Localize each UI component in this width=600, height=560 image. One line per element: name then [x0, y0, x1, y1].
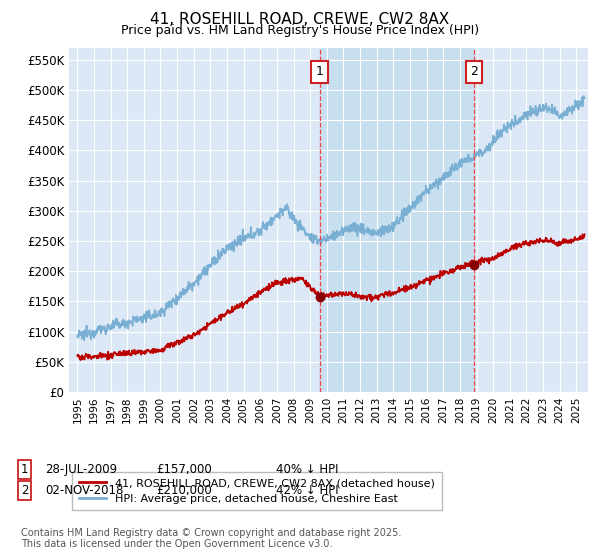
Text: 2: 2: [21, 484, 29, 497]
Text: £157,000: £157,000: [156, 463, 212, 476]
Legend: 41, ROSEHILL ROAD, CREWE, CW2 8AX (detached house), HPI: Average price, detached: 41, ROSEHILL ROAD, CREWE, CW2 8AX (detac…: [72, 472, 442, 511]
Text: 02-NOV-2018: 02-NOV-2018: [45, 484, 124, 497]
Text: £210,000: £210,000: [156, 484, 212, 497]
Text: Contains HM Land Registry data © Crown copyright and database right 2025.
This d: Contains HM Land Registry data © Crown c…: [21, 528, 401, 549]
Text: Price paid vs. HM Land Registry's House Price Index (HPI): Price paid vs. HM Land Registry's House …: [121, 24, 479, 36]
Text: 41, ROSEHILL ROAD, CREWE, CW2 8AX: 41, ROSEHILL ROAD, CREWE, CW2 8AX: [151, 12, 449, 27]
Bar: [320, 48, 474, 392]
Text: 1: 1: [21, 463, 29, 476]
Text: 2: 2: [470, 65, 478, 78]
Text: 28-JUL-2009: 28-JUL-2009: [45, 463, 117, 476]
Text: 1: 1: [316, 65, 323, 78]
Text: 40% ↓ HPI: 40% ↓ HPI: [276, 463, 338, 476]
Text: 42% ↓ HPI: 42% ↓ HPI: [276, 484, 338, 497]
